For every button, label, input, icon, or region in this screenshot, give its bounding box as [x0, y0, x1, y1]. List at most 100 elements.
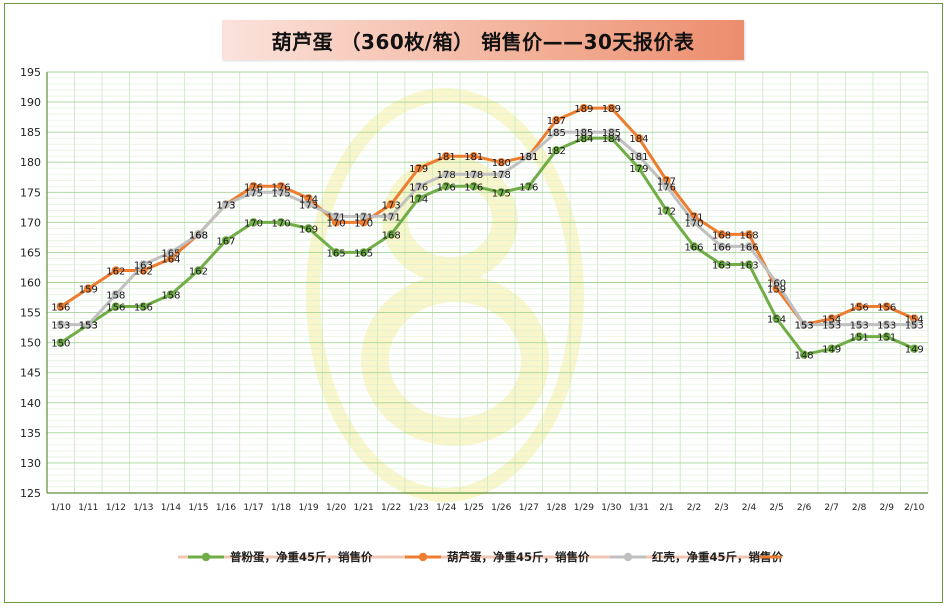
data-label: 178: [492, 170, 511, 181]
data-point: [799, 350, 809, 359]
data-point: [56, 320, 65, 329]
data-label: 177: [657, 176, 676, 187]
data-label: 151: [850, 333, 869, 344]
data-point: [276, 182, 286, 191]
x-tick-label: 1/24: [436, 503, 456, 513]
x-tick-label: 1/29: [574, 503, 594, 513]
data-point: [442, 170, 451, 179]
data-label: 164: [161, 254, 180, 265]
data-label: 185: [547, 128, 566, 139]
data-point: [579, 127, 589, 137]
data-label: 153: [905, 321, 924, 332]
legend-swatch-marker: [418, 552, 428, 562]
data-label: 153: [51, 321, 70, 332]
data-label: 149: [822, 345, 841, 356]
legend-entry-label: 红壳，净重45斤，销售价: [652, 550, 784, 564]
data-point: [414, 182, 423, 191]
y-tick-label: 145: [20, 367, 41, 380]
data-label: 162: [189, 266, 208, 277]
data-label: 174: [299, 194, 318, 205]
data-label: 156: [134, 303, 153, 314]
data-label: 181: [519, 152, 538, 163]
data-label: 153: [795, 321, 814, 332]
data-point: [249, 182, 258, 191]
data-label: 185: [602, 128, 621, 139]
data-label: 162: [106, 266, 125, 277]
y-tick-label: 130: [20, 457, 41, 470]
data-label: 154: [822, 315, 841, 326]
data-label: 167: [216, 236, 235, 247]
data-label: 171: [382, 212, 401, 223]
data-point: [497, 170, 506, 179]
data-label: 184: [629, 134, 648, 145]
data-point: [331, 248, 341, 257]
data-point: [194, 230, 203, 239]
x-tick-label: 1/13: [133, 503, 153, 513]
x-tick-label: 1/14: [161, 503, 181, 513]
x-tick-label: 2/4: [742, 503, 757, 513]
x-tick-label: 2/10: [904, 503, 924, 513]
x-tick-label: 2/9: [879, 503, 894, 513]
data-label: 154: [905, 315, 924, 326]
data-label: 187: [547, 116, 566, 127]
data-label: 163: [134, 260, 153, 271]
x-tick-label: 1/21: [354, 503, 374, 513]
data-point: [662, 206, 671, 215]
data-point: [276, 218, 286, 227]
data-label: 189: [602, 104, 621, 115]
data-label: 171: [354, 212, 373, 223]
x-tick-label: 1/12: [106, 503, 126, 513]
data-point: [689, 242, 699, 251]
data-label: 171: [684, 212, 703, 223]
data-point: [854, 302, 864, 311]
data-point: [854, 332, 864, 341]
y-tick-label: 190: [20, 96, 41, 109]
data-point: [442, 182, 451, 191]
data-label: 168: [189, 230, 208, 241]
data-label: 153: [79, 321, 98, 332]
data-point: [469, 152, 478, 161]
x-tick-label: 1/17: [243, 503, 263, 513]
data-point: [799, 320, 809, 329]
data-point: [882, 320, 891, 329]
data-point: [524, 182, 533, 191]
data-label: 159: [767, 285, 786, 296]
data-point: [827, 320, 836, 329]
y-tick-label: 165: [20, 246, 41, 259]
data-label: 175: [244, 188, 263, 199]
data-point: [359, 248, 368, 257]
data-label: 156: [850, 303, 869, 314]
data-point: [249, 188, 258, 197]
data-label: 176: [437, 182, 456, 193]
data-point: [56, 338, 65, 347]
legend-swatch-marker: [623, 552, 633, 562]
x-tick-label: 2/7: [824, 503, 838, 513]
data-label: 160: [767, 279, 786, 290]
data-point: [304, 200, 313, 209]
data-point: [882, 332, 891, 341]
data-point: [194, 266, 203, 275]
y-tick-label: 180: [20, 156, 41, 169]
data-label: 173: [299, 200, 318, 211]
data-point: [744, 242, 754, 251]
legend: 普粉蛋，净重45斤，销售价 葫芦蛋，净重45斤，销售价 红壳，净重45斤，销售价: [178, 550, 784, 564]
x-tick-label: 1/16: [216, 503, 236, 513]
data-label: 178: [437, 170, 456, 181]
y-tick-label: 160: [20, 277, 41, 290]
data-point: [497, 188, 506, 197]
data-point: [607, 103, 616, 113]
x-tick-label: 1/19: [298, 503, 318, 513]
x-tick-label: 2/5: [769, 503, 783, 513]
data-label: 175: [492, 188, 511, 199]
data-label: 159: [79, 285, 98, 296]
x-tick-label: 2/2: [687, 503, 701, 513]
data-label: 153: [795, 321, 814, 332]
data-point: [304, 194, 313, 203]
x-tick-label: 1/18: [271, 503, 291, 513]
data-label: 151: [877, 333, 896, 344]
watermark-logo: [306, 88, 584, 502]
y-tick-label: 155: [20, 307, 41, 320]
data-label: 168: [189, 230, 208, 241]
y-tick-label: 125: [20, 487, 41, 500]
